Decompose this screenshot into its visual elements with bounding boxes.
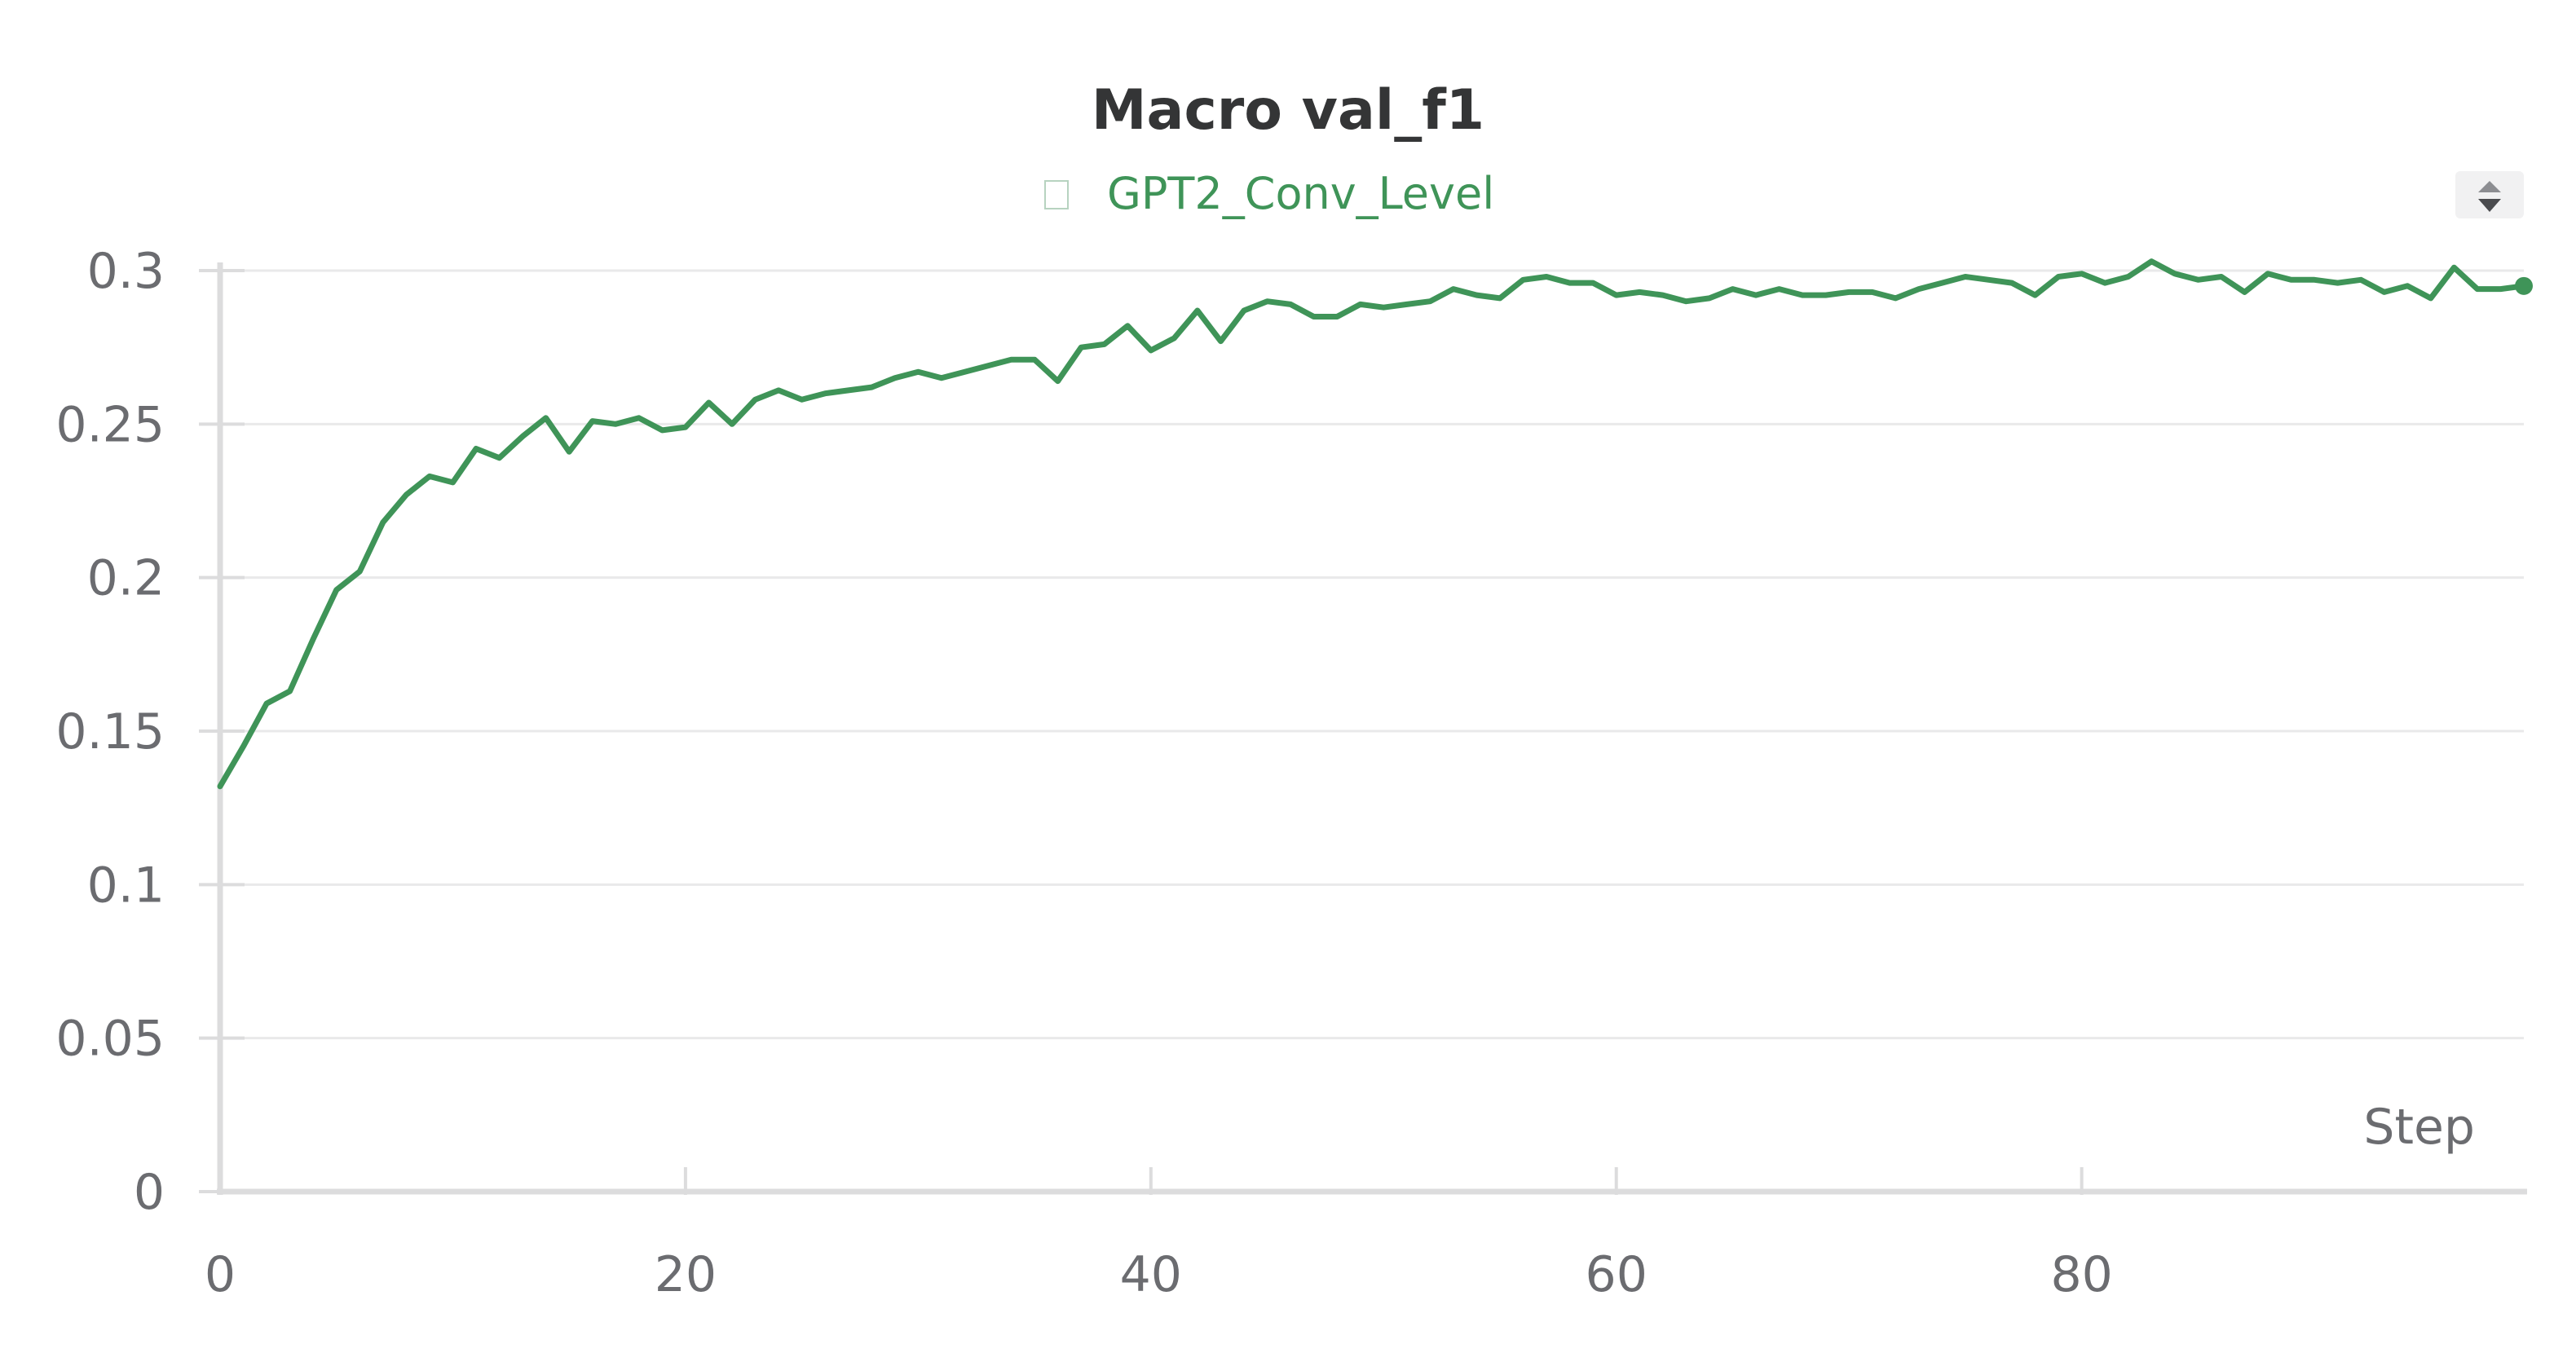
series-line[interactable] xyxy=(217,258,2527,790)
chart-title: Macro val_f1 xyxy=(1092,78,1484,143)
x-axis-title: Step xyxy=(2363,1099,2475,1156)
legend-series-label: GPT2_Conv_Level xyxy=(1107,168,1494,219)
y-tick-label: 0.15 xyxy=(55,703,165,760)
x-tick-label: 0 xyxy=(205,1246,236,1303)
x-tick-label: 20 xyxy=(655,1246,717,1303)
y-tick-label: 0.05 xyxy=(55,1011,165,1068)
legend-scroll-box[interactable] xyxy=(2455,171,2524,218)
legend-swatch-icon xyxy=(1044,180,1069,209)
legend[interactable]: GPT2_Conv_Level xyxy=(1044,168,1494,219)
chevron-down-icon[interactable] xyxy=(2478,199,2501,212)
legend-scroll-control[interactable] xyxy=(2455,171,2524,218)
x-tick-label: 60 xyxy=(1586,1246,1647,1303)
x-tick-label: 80 xyxy=(2050,1246,2112,1303)
tick-labels: 0 0.05 0.1 0.15 0.2 0.25 0.3 0 20 40 60 80 xyxy=(55,243,2112,1303)
series-layer xyxy=(217,258,2533,790)
y-tick-label: 0.2 xyxy=(87,550,165,607)
chevron-up-icon[interactable] xyxy=(2478,181,2501,192)
y-tick-label: 0 xyxy=(134,1164,165,1221)
y-tick-label: 0.25 xyxy=(55,396,165,453)
series-end-point[interactable] xyxy=(2515,276,2533,295)
grid-lines xyxy=(220,269,2524,1040)
y-tick-label: 0.3 xyxy=(87,243,165,300)
x-tick-label: 40 xyxy=(1120,1246,1182,1303)
y-tick-label: 0.1 xyxy=(87,857,165,914)
axes xyxy=(199,262,2527,1195)
